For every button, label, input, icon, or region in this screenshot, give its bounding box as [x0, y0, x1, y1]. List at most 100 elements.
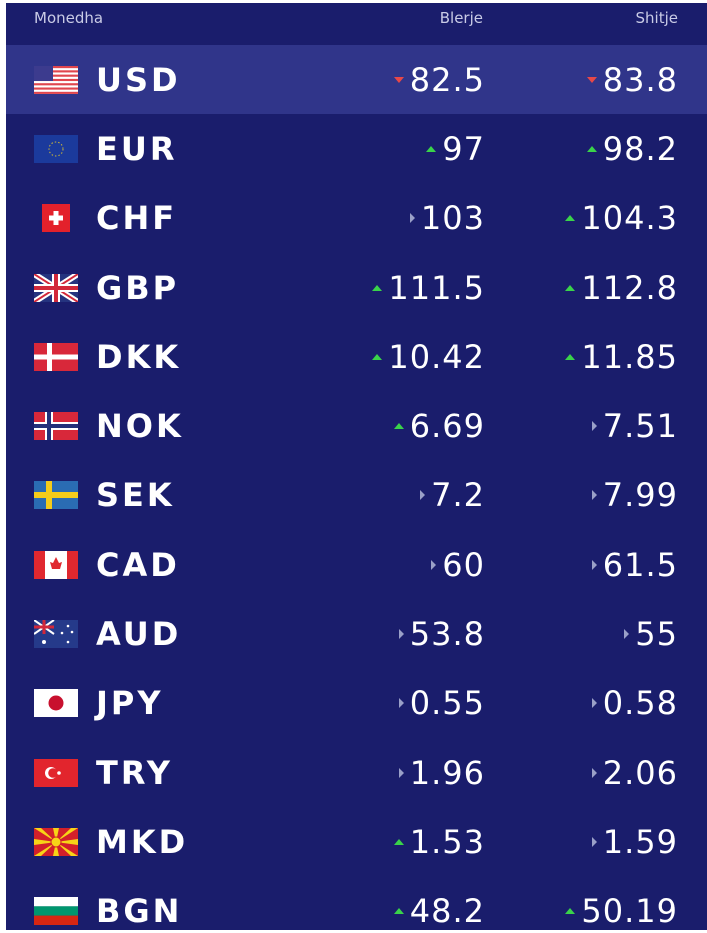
au-flag-icon — [34, 620, 78, 649]
sell-value: 1.59 — [602, 822, 678, 861]
sell-value: 98.2 — [602, 129, 678, 168]
mk-flag-icon — [34, 827, 78, 856]
ch-flag-icon — [34, 204, 78, 233]
buy-rate: 1.53 — [393, 822, 485, 861]
buy-rate: 103 — [409, 199, 485, 238]
tr-flag-icon — [34, 758, 78, 787]
sell-value: 50.19 — [581, 892, 678, 930]
jp-flag-icon — [34, 689, 78, 718]
currency-code: EUR — [96, 129, 178, 168]
trend-same-icon — [591, 836, 597, 847]
currency-code: NOK — [96, 407, 184, 446]
sell-value: 11.85 — [581, 337, 678, 376]
buy-value: 103 — [420, 199, 485, 238]
rate-row-bgn[interactable]: BGN 48.2 50.19 — [6, 877, 707, 930]
sell-value: 2.06 — [602, 753, 678, 792]
trend-up-icon — [393, 908, 404, 915]
currency-code: BGN — [96, 892, 183, 930]
rate-row-dkk[interactable]: DKK 10.42 11.85 — [6, 322, 707, 391]
trend-up-icon — [426, 145, 437, 152]
currency-code: CHF — [96, 199, 178, 238]
buy-rate: 1.96 — [398, 753, 485, 792]
rate-row-mkd[interactable]: MKD 1.53 1.59 — [6, 807, 707, 876]
se-flag-icon — [34, 481, 78, 510]
buy-value: 97 — [442, 129, 485, 168]
trend-up-icon — [586, 145, 597, 152]
buy-value: 1.53 — [409, 822, 485, 861]
sell-rate: 61.5 — [591, 546, 678, 584]
sell-rate: 2.06 — [591, 753, 678, 792]
rate-row-aud[interactable]: AUD 53.8 55 — [6, 599, 707, 668]
rate-row-sek[interactable]: SEK 7.2 7.99 — [6, 461, 707, 530]
trend-same-icon — [591, 490, 597, 501]
currency-code: GBP — [96, 268, 180, 307]
sell-rate: 11.85 — [565, 338, 678, 376]
sell-rate: 7.99 — [591, 476, 678, 515]
rate-row-usd[interactable]: USD 82.5 83.8 — [6, 45, 707, 115]
sell-rate: 0.58 — [591, 684, 678, 723]
sell-value: 7.99 — [602, 476, 678, 515]
header-sell: Shitje — [635, 9, 678, 27]
buy-rate: 6.69 — [393, 407, 485, 446]
rate-rows: USD 82.5 83.8 EUR 97 98.2 CHF 103 104.3 … — [6, 45, 707, 930]
buy-value: 1.96 — [409, 753, 485, 792]
sell-value: 83.8 — [602, 60, 678, 99]
buy-value: 7.2 — [431, 476, 485, 515]
sell-value: 55 — [635, 615, 678, 654]
trend-up-icon — [565, 215, 576, 222]
header-buy: Blerje — [439, 9, 483, 27]
trend-down-icon — [393, 76, 404, 83]
currency-code: MKD — [96, 822, 189, 861]
us-flag-icon — [34, 65, 78, 94]
currency-code: TRY — [96, 753, 173, 792]
sell-rate: 112.8 — [565, 269, 678, 307]
sell-rate: 104.3 — [565, 199, 678, 237]
buy-value: 6.69 — [409, 407, 485, 446]
sell-rate: 50.19 — [565, 892, 678, 930]
sell-value: 104.3 — [581, 199, 678, 238]
trend-same-icon — [431, 559, 437, 570]
eu-flag-icon — [34, 134, 78, 163]
rate-row-chf[interactable]: CHF 103 104.3 — [6, 184, 707, 253]
sell-rate: 1.59 — [591, 822, 678, 861]
currency-code: SEK — [96, 476, 175, 515]
trend-up-icon — [393, 838, 404, 845]
buy-rate: 82.5 — [393, 60, 485, 99]
trend-up-icon — [372, 353, 383, 360]
buy-value: 53.8 — [409, 615, 485, 654]
table-header: Monedha Blerje Shitje — [6, 3, 707, 45]
sell-value: 112.8 — [581, 268, 678, 307]
trend-up-icon — [372, 284, 383, 291]
buy-rate: 97 — [426, 130, 485, 168]
trend-same-icon — [398, 698, 404, 709]
rate-row-jpy[interactable]: JPY 0.55 0.58 — [6, 669, 707, 738]
buy-value: 0.55 — [409, 684, 485, 723]
currency-code: AUD — [96, 615, 182, 654]
trend-up-icon — [565, 284, 576, 291]
trend-up-icon — [565, 353, 576, 360]
rate-row-eur[interactable]: EUR 97 98.2 — [6, 114, 707, 183]
sell-rate: 55 — [624, 615, 678, 653]
trend-same-icon — [624, 629, 630, 640]
dk-flag-icon — [34, 342, 78, 371]
trend-same-icon — [409, 213, 415, 224]
exchange-rate-table: Monedha Blerje Shitje USD 82.5 83.8 EUR … — [6, 3, 707, 930]
sell-rate: 98.2 — [586, 129, 678, 168]
buy-rate: 60 — [431, 546, 485, 584]
rate-row-cad[interactable]: CAD 60 61.5 — [6, 530, 707, 599]
buy-rate: 53.8 — [398, 615, 485, 654]
buy-value: 82.5 — [409, 60, 485, 99]
trend-same-icon — [398, 767, 404, 778]
rate-row-try[interactable]: TRY 1.96 2.06 — [6, 738, 707, 807]
currency-code: DKK — [96, 337, 182, 376]
trend-up-icon — [565, 908, 576, 915]
trend-same-icon — [591, 421, 597, 432]
currency-code: USD — [96, 60, 181, 99]
trend-same-icon — [591, 767, 597, 778]
rate-row-gbp[interactable]: GBP 111.5 112.8 — [6, 253, 707, 322]
sell-value: 0.58 — [602, 684, 678, 723]
ca-flag-icon — [34, 550, 78, 579]
trend-same-icon — [420, 490, 426, 501]
rate-row-nok[interactable]: NOK 6.69 7.51 — [6, 391, 707, 460]
no-flag-icon — [34, 412, 78, 441]
